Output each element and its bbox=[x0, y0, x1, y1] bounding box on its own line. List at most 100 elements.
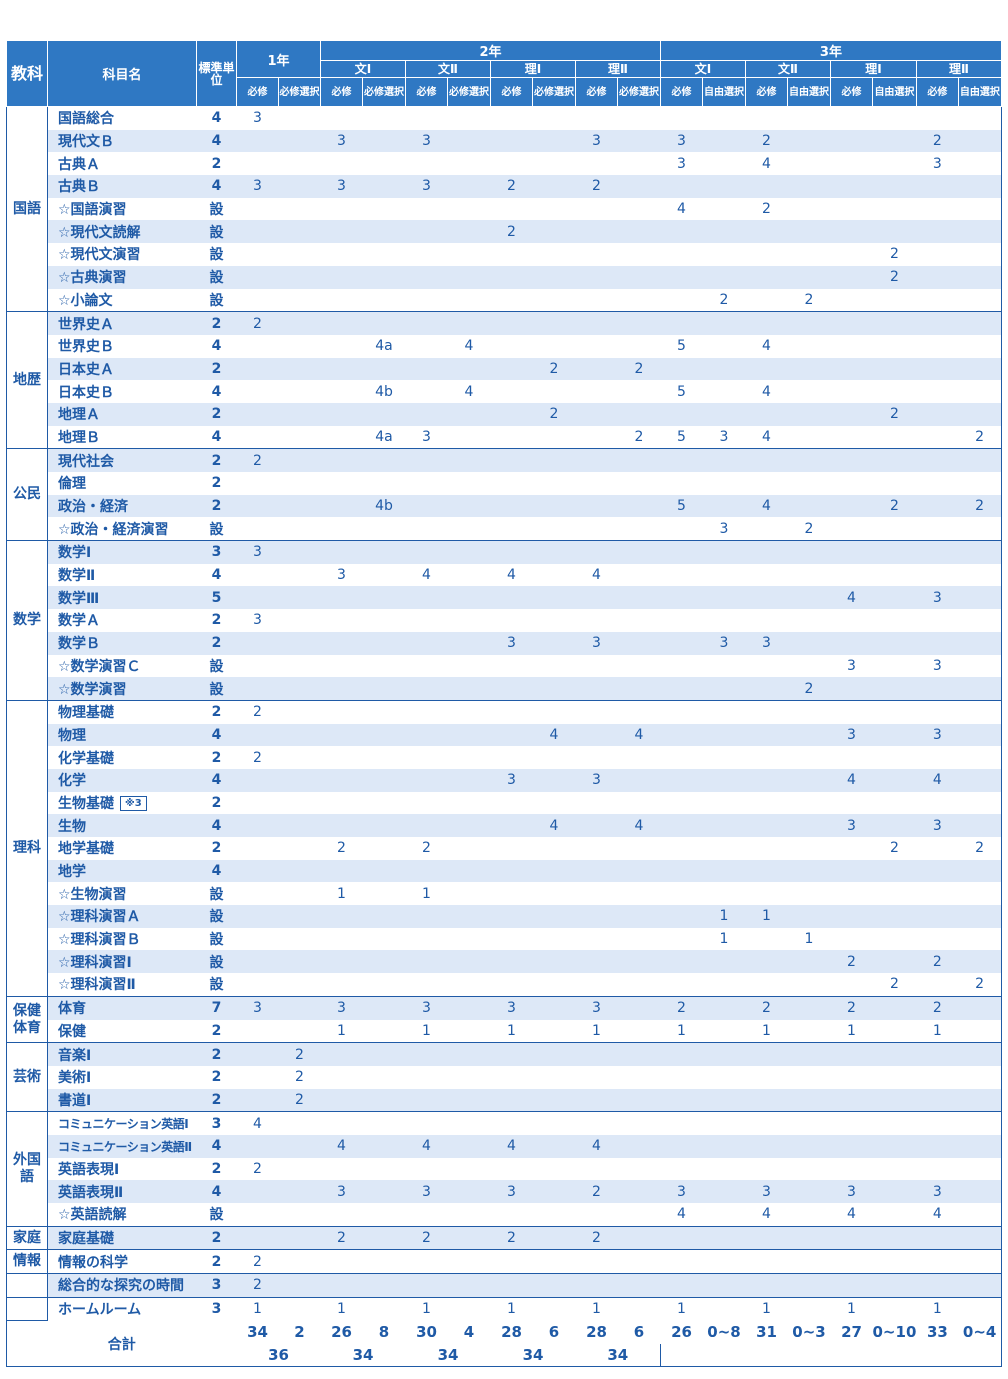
unit-cell bbox=[746, 655, 788, 678]
unit-cell bbox=[532, 1111, 576, 1135]
unit-cell bbox=[873, 335, 917, 358]
unit-cell bbox=[321, 655, 363, 678]
unit-cell bbox=[405, 631, 448, 655]
unit-cell bbox=[532, 1225, 576, 1250]
unit-cell bbox=[958, 564, 1001, 587]
category-label: 国語 bbox=[6, 105, 48, 313]
unit-cell bbox=[236, 220, 279, 244]
subject-name: ☆生物演習 bbox=[58, 886, 127, 903]
unit-cell bbox=[618, 792, 661, 815]
standard-units: 2 bbox=[196, 494, 237, 518]
unit-cell bbox=[703, 152, 746, 175]
unit-cell bbox=[618, 609, 661, 632]
unit-cell bbox=[279, 472, 321, 495]
standard-units: 4 bbox=[196, 105, 237, 130]
subject-name: ☆古典演習 bbox=[47, 265, 197, 289]
standard-units: 2 bbox=[196, 1042, 237, 1066]
unit-cell bbox=[278, 699, 321, 724]
unit-cell bbox=[916, 289, 958, 312]
unit-cell: 1 bbox=[719, 931, 729, 948]
unit-cell: 2 bbox=[872, 402, 917, 426]
unit-cell bbox=[533, 472, 576, 495]
subject-row: 生物 4 4 4 3 3 bbox=[7, 814, 1002, 837]
unit-cell: 2 bbox=[804, 520, 814, 537]
unit-cell bbox=[320, 311, 363, 335]
unit-cell: 4 bbox=[677, 201, 686, 218]
unit-cell bbox=[278, 540, 321, 564]
standard-units: 3 bbox=[196, 540, 237, 564]
unit-cell bbox=[362, 448, 406, 472]
subject-name: 英語表現Ⅱ bbox=[47, 1180, 197, 1203]
unit-cell bbox=[575, 311, 618, 335]
unit-cell bbox=[491, 517, 533, 540]
unit-cell bbox=[958, 402, 1002, 426]
unit-cell bbox=[447, 1180, 491, 1203]
unit-cell: 3 bbox=[932, 155, 942, 172]
unit-cell bbox=[661, 609, 703, 632]
unit-cell bbox=[788, 837, 831, 860]
standard-units: 2 bbox=[196, 1249, 237, 1274]
unit-cell bbox=[745, 1225, 788, 1250]
unit-cell bbox=[916, 517, 958, 540]
unit-cell bbox=[617, 1296, 661, 1321]
unit-cell bbox=[916, 105, 959, 130]
unit-cell bbox=[448, 198, 491, 221]
subject-name: 世界史Ｂ bbox=[58, 339, 114, 356]
unit-cell bbox=[576, 973, 618, 996]
unit-cell bbox=[830, 129, 873, 153]
unit-cell bbox=[872, 1111, 917, 1135]
unit-cell bbox=[787, 1134, 831, 1158]
unit-cell bbox=[830, 1088, 873, 1112]
unit-cell: 1 bbox=[592, 1022, 601, 1039]
unit-cell bbox=[788, 472, 831, 495]
subject-row: 日本史Ｂ 4 4b 4 5 4 bbox=[7, 380, 1002, 403]
unit-cell bbox=[575, 723, 618, 747]
unit-cell bbox=[916, 243, 958, 266]
unit-cell: 4 bbox=[745, 494, 788, 518]
unit-cell bbox=[237, 1066, 279, 1089]
unit-cell bbox=[447, 723, 491, 747]
unit-cell bbox=[745, 723, 788, 747]
unit-cell bbox=[491, 882, 533, 905]
unit-cell bbox=[490, 814, 533, 837]
unit-cell bbox=[618, 1158, 661, 1181]
unit-cell bbox=[363, 655, 406, 678]
unit-cell bbox=[958, 792, 1001, 815]
unit-cell bbox=[236, 631, 279, 655]
unit-cell bbox=[237, 1203, 279, 1226]
unit-cell bbox=[787, 768, 831, 792]
unit-cell bbox=[872, 357, 917, 381]
unit-cell: 5 bbox=[677, 338, 686, 355]
unit-cell bbox=[533, 928, 576, 951]
unit-cell bbox=[788, 1066, 831, 1089]
unit-cell bbox=[576, 882, 618, 905]
unit-cell bbox=[490, 1273, 533, 1298]
unit-cell bbox=[745, 220, 788, 244]
unit-cell bbox=[576, 380, 618, 403]
unit-cell bbox=[362, 1249, 406, 1274]
unit-cell bbox=[618, 837, 661, 860]
unit-cell bbox=[447, 586, 491, 610]
unit-cell bbox=[702, 448, 746, 472]
unit-cell: 4 bbox=[464, 338, 474, 355]
unit-cell bbox=[788, 380, 831, 403]
subject-row: ☆英語読解 設 4 4 4 4 bbox=[7, 1203, 1002, 1226]
unit-cell: 3 bbox=[575, 768, 618, 792]
subject-name: 日本史Ｂ bbox=[58, 384, 114, 401]
unit-cell bbox=[321, 198, 363, 221]
unit-cell bbox=[575, 265, 618, 289]
unit-cell bbox=[491, 335, 533, 358]
unit-cell bbox=[532, 220, 576, 244]
unit-cell bbox=[958, 243, 1001, 266]
unit-cell bbox=[958, 472, 1001, 495]
unit-cell: 4 bbox=[532, 723, 576, 747]
unit-cell bbox=[362, 699, 406, 724]
subject-name: 家庭基礎 bbox=[47, 1225, 197, 1250]
unit-cell bbox=[362, 905, 406, 928]
unit-cell: 2 bbox=[872, 494, 917, 518]
unit-cell bbox=[237, 928, 279, 951]
unit-cell bbox=[702, 1249, 746, 1274]
unit-cell bbox=[236, 494, 279, 518]
unit-cell bbox=[617, 265, 661, 289]
unit-cell: 1 bbox=[236, 1296, 279, 1321]
